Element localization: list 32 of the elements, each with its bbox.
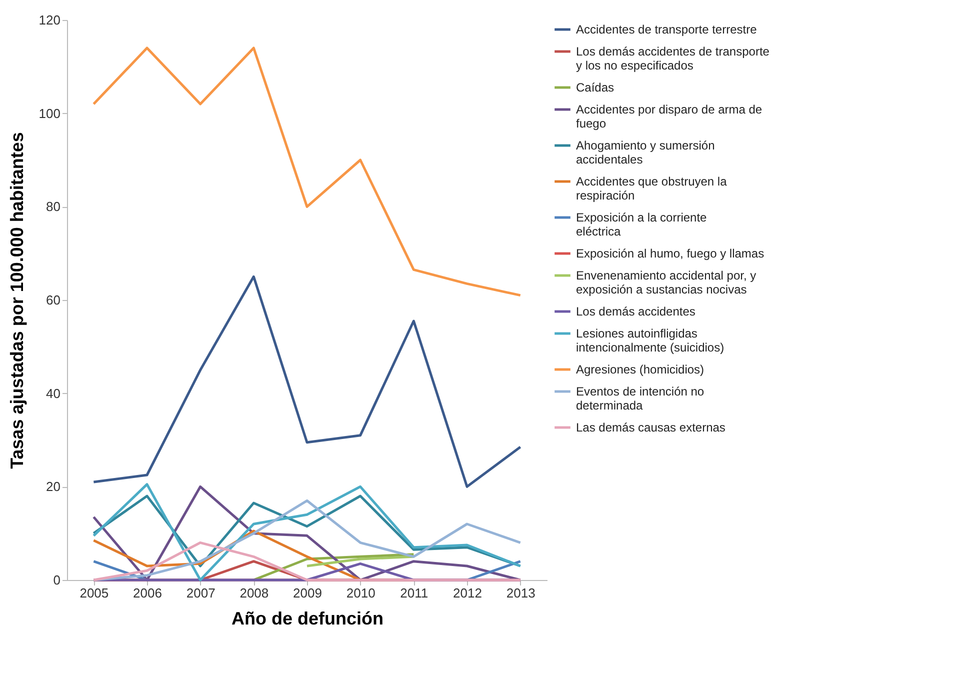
x-tick-label: 2008 (240, 586, 269, 600)
x-tick-label: 2010 (346, 586, 376, 600)
x-tick-label: 2006 (133, 586, 162, 600)
legend-label: Los demás accidentes de transporte y los no especificados (576, 44, 770, 72)
x-tick-label: 2009 (293, 586, 322, 600)
legend-label: Exposición al humo, fuego y llamas (576, 246, 764, 260)
y-axis-title: Tasas ajustadas por 100.000 habitantes (6, 132, 27, 469)
legend-label: Envenenamiento accidental por, y exposición a sustancias nocivas (576, 268, 756, 296)
legend-label: Accidentes que obstruyen la respiración (576, 174, 728, 202)
x-tick-label: 2007 (186, 586, 216, 600)
x-axis-title: Año de defunción (232, 608, 384, 628)
y-tick-label: 60 (46, 292, 60, 308)
y-tick-label: 80 (46, 199, 60, 214)
legend-label: Las demás causas externas (576, 420, 726, 434)
x-tick-label: 2013 (506, 586, 536, 600)
y-tick-label: 20 (46, 479, 60, 494)
x-tick-label: 2012 (453, 586, 482, 600)
legend-label: Agresiones (homicidios) (576, 362, 704, 376)
legend-label: Los demás accidentes (576, 304, 696, 318)
legend-label: Lesiones autoinfligidas intencionalmente (suicidios) (576, 326, 724, 354)
y-tick-label: 0 (53, 572, 60, 588)
y-tick-label: 100 (38, 106, 60, 121)
x-tick-label: 2011 (400, 586, 428, 600)
legend-label: Accidentes por disparo de arma de fuego (576, 102, 762, 130)
x-tick-label: 2005 (80, 586, 109, 600)
legend-label: Eventos de intención no determinada (576, 384, 704, 412)
y-tick-label: 120 (38, 12, 60, 28)
legend-label: Accidentes de transporte terrestre (576, 22, 758, 36)
legend-label: Caídas (576, 80, 614, 94)
y-tick-label: 40 (46, 386, 60, 401)
legend-label: Ahogamiento y sumersión accidentales (576, 138, 715, 166)
legend-label: Exposición a la corriente eléctrica (576, 210, 708, 238)
